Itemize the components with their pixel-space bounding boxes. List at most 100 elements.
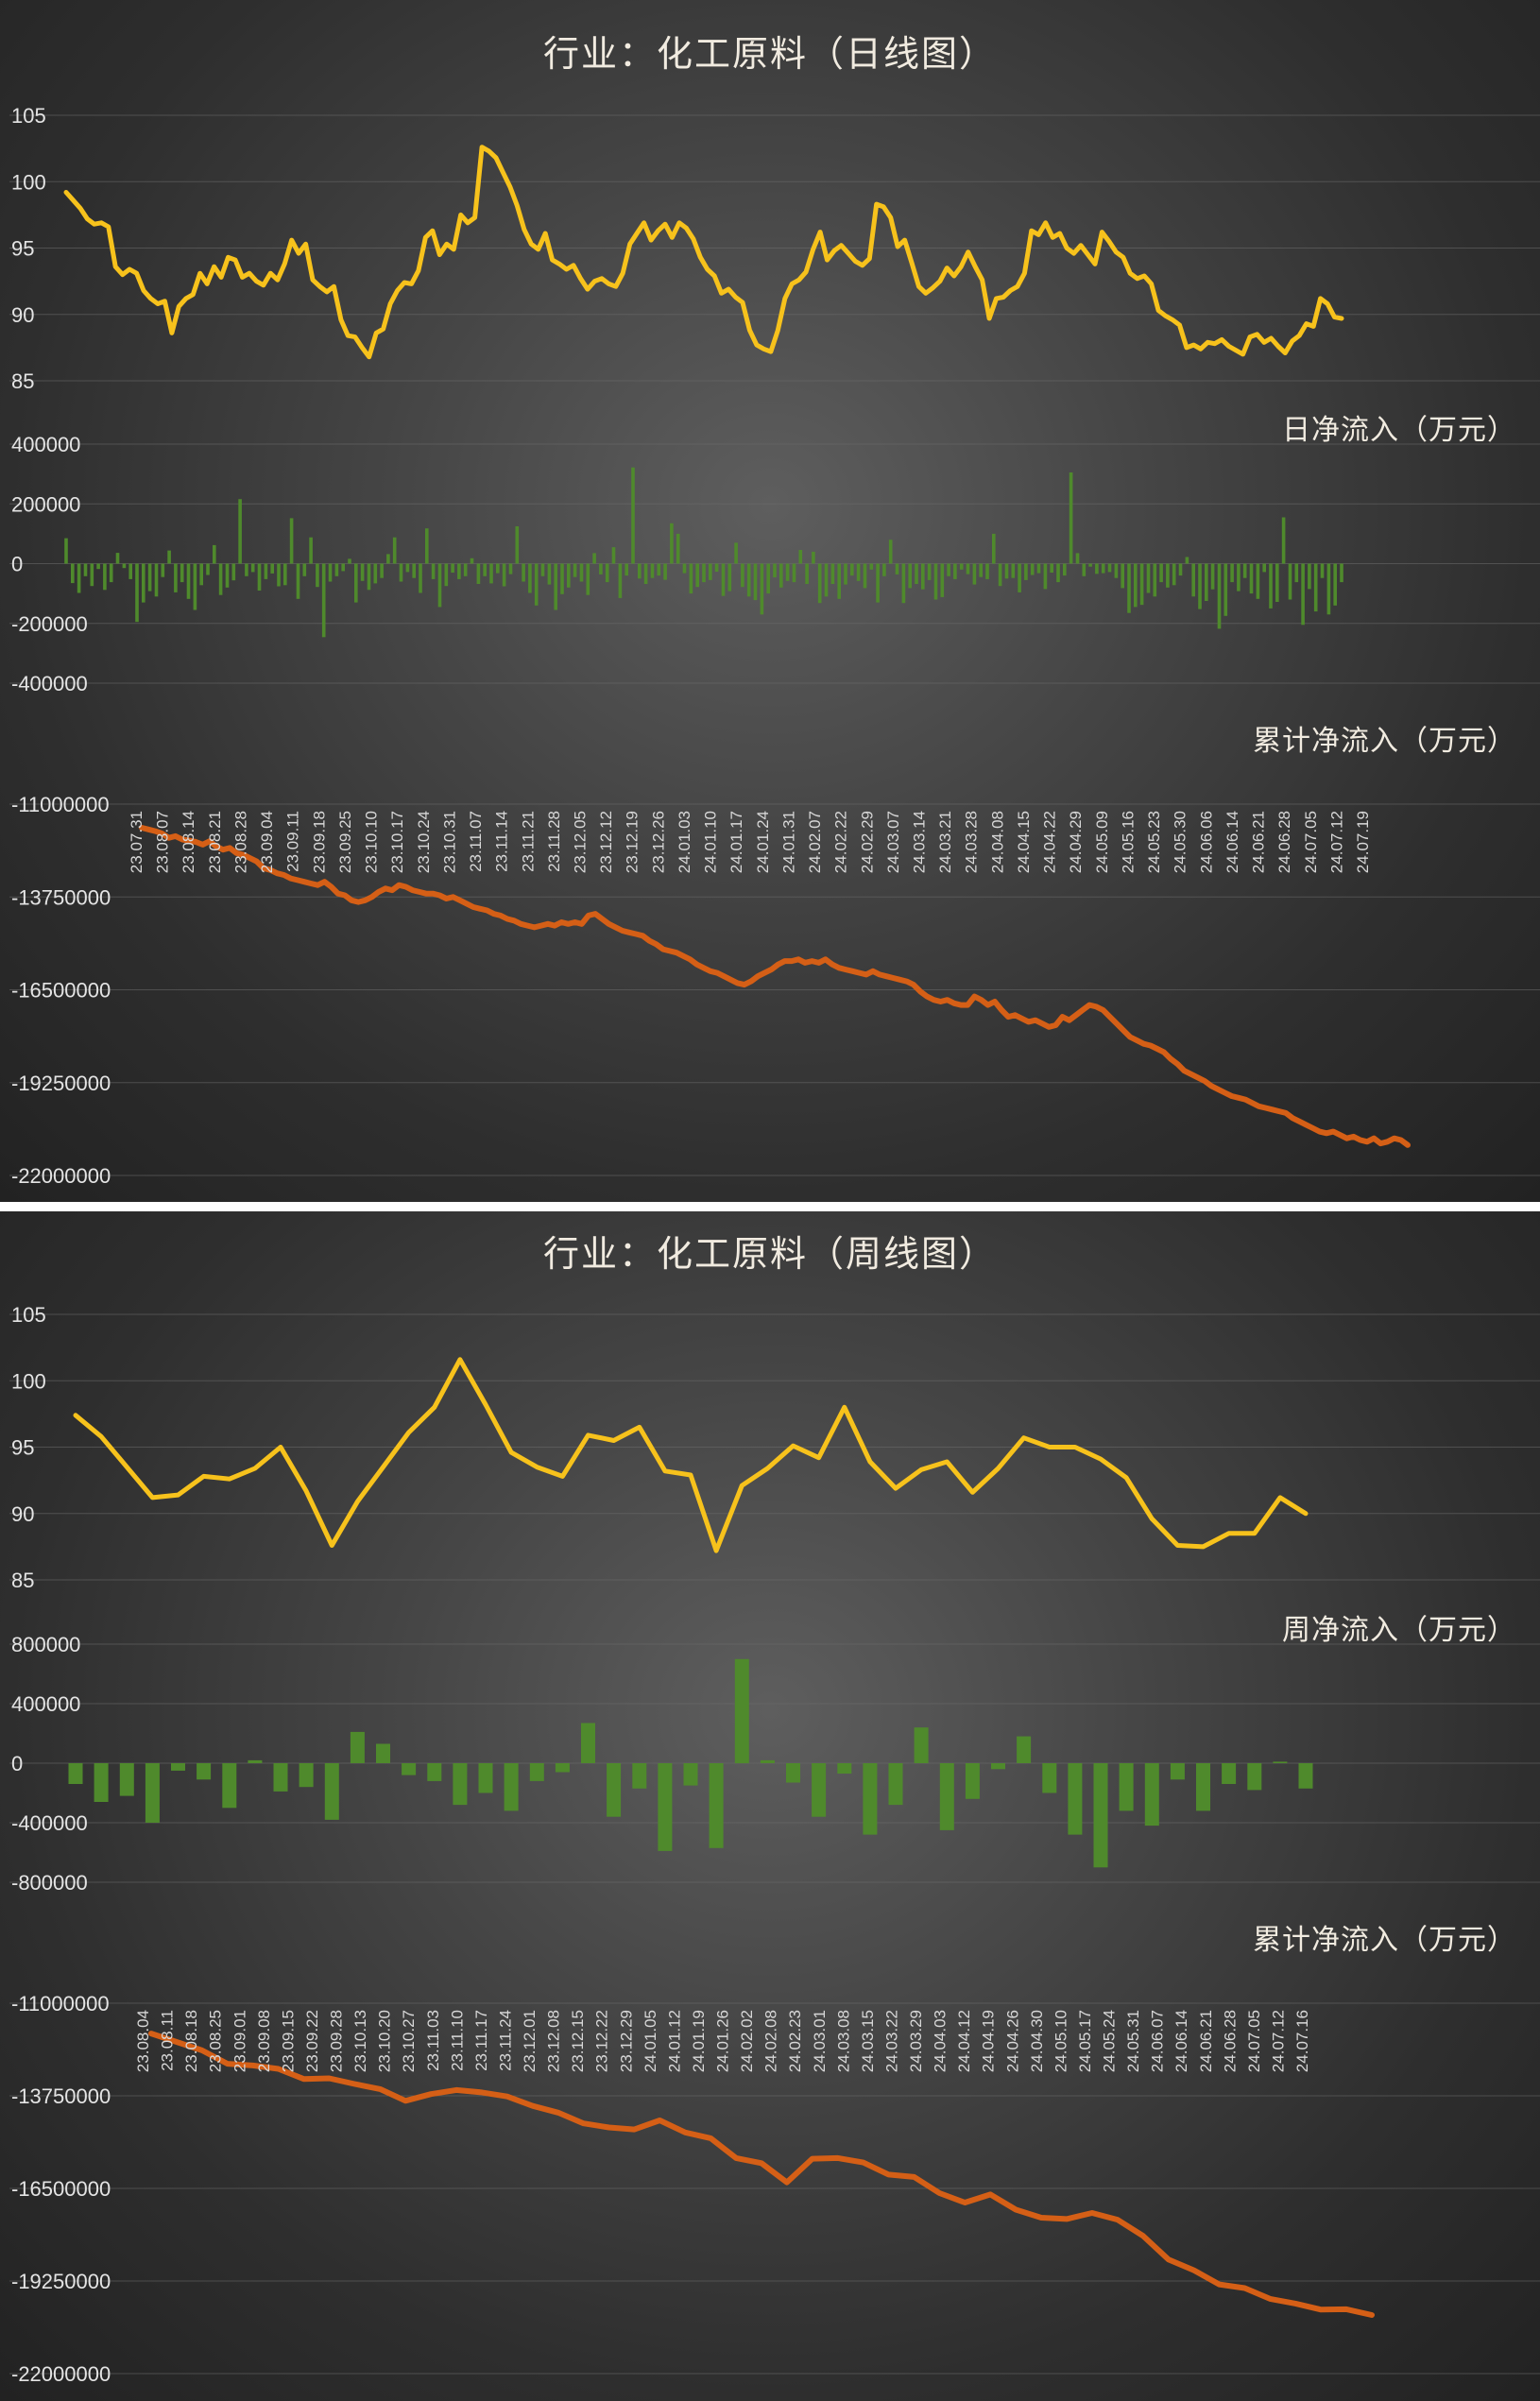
daily-date-label: 24.05.30 bbox=[1172, 811, 1189, 873]
daily-flow-bar bbox=[1333, 563, 1337, 606]
daily-flow-bar bbox=[296, 563, 300, 599]
daily-flow-bar bbox=[1178, 563, 1183, 576]
daily-flow-bar bbox=[785, 563, 790, 581]
daily-date-label: 23.08.21 bbox=[206, 811, 224, 873]
daily-flow-bar bbox=[1185, 557, 1189, 564]
daily-flow-bar bbox=[1288, 563, 1292, 600]
weekly-flow-bar bbox=[1298, 1763, 1313, 1789]
daily-flow-bar bbox=[599, 563, 603, 575]
daily-date-label: 24.02.07 bbox=[806, 811, 824, 873]
weekly-cumulative-line bbox=[148, 2031, 1375, 2318]
daily-flow-bar bbox=[1198, 563, 1202, 609]
daily-flow-bar bbox=[161, 563, 165, 577]
weekly-flow-bar bbox=[376, 1743, 390, 1763]
daily-flow-bar bbox=[998, 563, 1002, 587]
weekly-date-label: 24.05.10 bbox=[1052, 2010, 1069, 2072]
daily-flow-ytick: 200000 bbox=[11, 492, 80, 516]
weekly-flow-ytick: -400000 bbox=[11, 1811, 88, 1835]
weekly-flow-bar bbox=[1273, 1761, 1288, 1763]
daily-flow-bar bbox=[502, 563, 506, 587]
daily-price-ytick: 100 bbox=[11, 170, 46, 194]
daily-cumulative-ytick: -13750000 bbox=[11, 885, 111, 909]
daily-date-label: 24.06.06 bbox=[1197, 811, 1215, 873]
daily-flow-bar bbox=[844, 563, 847, 585]
daily-flow-bar bbox=[115, 553, 120, 564]
daily-date-label: 23.10.10 bbox=[363, 811, 381, 873]
daily-flow-bar bbox=[135, 563, 139, 623]
weekly-flow-bar bbox=[1170, 1763, 1185, 1780]
daily-flow-bar bbox=[122, 563, 127, 569]
daily-flow-bar bbox=[1301, 563, 1305, 626]
weekly-date-label: 24.03.01 bbox=[811, 2010, 829, 2072]
daily-price-line bbox=[63, 145, 1344, 360]
daily-flow-bar bbox=[71, 563, 75, 584]
daily-flow-bar bbox=[657, 563, 661, 576]
daily-flow-bar bbox=[734, 542, 738, 564]
weekly-date-label: 24.05.17 bbox=[1076, 2010, 1094, 2072]
daily-date-label: 23.12.26 bbox=[649, 811, 667, 873]
weekly-date-label: 24.03.08 bbox=[834, 2010, 852, 2072]
daily-flow-ytick: 400000 bbox=[11, 433, 80, 456]
daily-flow-bar bbox=[830, 563, 835, 584]
weekly-flow-bar bbox=[760, 1759, 775, 1763]
weekly-date-label: 23.12.01 bbox=[521, 2010, 539, 2072]
daily-flow-bar bbox=[741, 563, 744, 588]
weekly-date-label: 24.03.22 bbox=[882, 2010, 900, 2072]
daily-cumulative-ytick: -16500000 bbox=[11, 979, 111, 1003]
weekly-flow-ytick: -800000 bbox=[11, 1871, 88, 1895]
weekly-flow-bar bbox=[837, 1763, 852, 1774]
daily-date-label: 23.10.24 bbox=[415, 811, 433, 873]
daily-flow-bar bbox=[328, 563, 333, 582]
daily-flow-bar bbox=[1030, 563, 1035, 575]
weekly-date-label: 24.04.03 bbox=[932, 2010, 950, 2072]
daily-flow-bar bbox=[927, 563, 932, 580]
daily-flow-bar bbox=[167, 550, 171, 564]
daily-flow-bar bbox=[650, 563, 655, 578]
daily-flow-bar bbox=[180, 563, 184, 583]
daily-flow-bar bbox=[638, 563, 642, 579]
weekly-date-label: 24.02.02 bbox=[738, 2010, 756, 2072]
daily-flow-bar bbox=[856, 563, 861, 581]
daily-flow-bar bbox=[1230, 563, 1234, 583]
daily-flow-bar bbox=[496, 563, 500, 574]
daily-flow-bar bbox=[876, 563, 880, 603]
weekly-flow-bar bbox=[427, 1763, 442, 1781]
daily-flow-bar bbox=[321, 563, 326, 638]
weekly-chart-panel: 行业：化工原料（周线图） 周净流入（万元） 累计净流入（万元） 105 100 95… bbox=[0, 1211, 1540, 2401]
daily-flow-bar bbox=[643, 563, 648, 584]
daily-flow-bar bbox=[721, 563, 726, 596]
weekly-flow-bar bbox=[965, 1763, 980, 1799]
daily-flow-bar bbox=[586, 563, 590, 595]
daily-flow-bar bbox=[174, 563, 178, 592]
daily-flow-bar bbox=[1340, 563, 1343, 583]
daily-flow-bar bbox=[457, 563, 461, 579]
daily-flow-bar bbox=[1191, 563, 1195, 597]
weekly-flow-bar bbox=[632, 1763, 647, 1789]
daily-flow-bar bbox=[109, 563, 113, 583]
daily-flow-bar bbox=[689, 563, 693, 594]
daily-flow-bar bbox=[1036, 563, 1041, 574]
weekly-flow-bar bbox=[786, 1763, 800, 1783]
daily-flow-bar bbox=[277, 563, 281, 587]
daily-chart-svg: 行业：化工原料（日线图） 日净流入（万元） 累计净流入（万元） 105 100 95… bbox=[9, 33, 1540, 1188]
daily-date-label: 23.11.07 bbox=[467, 811, 485, 872]
weekly-flow-bar bbox=[1144, 1763, 1159, 1826]
daily-flow-bar bbox=[186, 563, 191, 599]
daily-date-label: 24.03.14 bbox=[911, 811, 929, 873]
daily-flow-bar bbox=[1294, 563, 1299, 583]
daily-flow-bar bbox=[1088, 563, 1092, 567]
daily-flow-bar bbox=[1107, 563, 1112, 573]
weekly-date-label: 24.05.24 bbox=[1101, 2010, 1119, 2072]
daily-flow-bar bbox=[1262, 563, 1266, 573]
weekly-date-label: 23.08.04 bbox=[134, 2010, 152, 2072]
daily-flow-bar bbox=[1043, 563, 1048, 590]
weekly-flow-bar bbox=[453, 1763, 468, 1806]
daily-flow-bar bbox=[824, 563, 829, 597]
daily-date-label: 23.08.14 bbox=[180, 811, 197, 873]
daily-date-label: 23.09.25 bbox=[336, 811, 354, 873]
daily-flow-bar bbox=[812, 551, 815, 564]
daily-flow-bar bbox=[225, 563, 230, 588]
daily-date-label: 23.10.17 bbox=[388, 811, 406, 873]
daily-flow-bar bbox=[444, 563, 449, 587]
daily-flow-bar bbox=[1320, 563, 1325, 578]
